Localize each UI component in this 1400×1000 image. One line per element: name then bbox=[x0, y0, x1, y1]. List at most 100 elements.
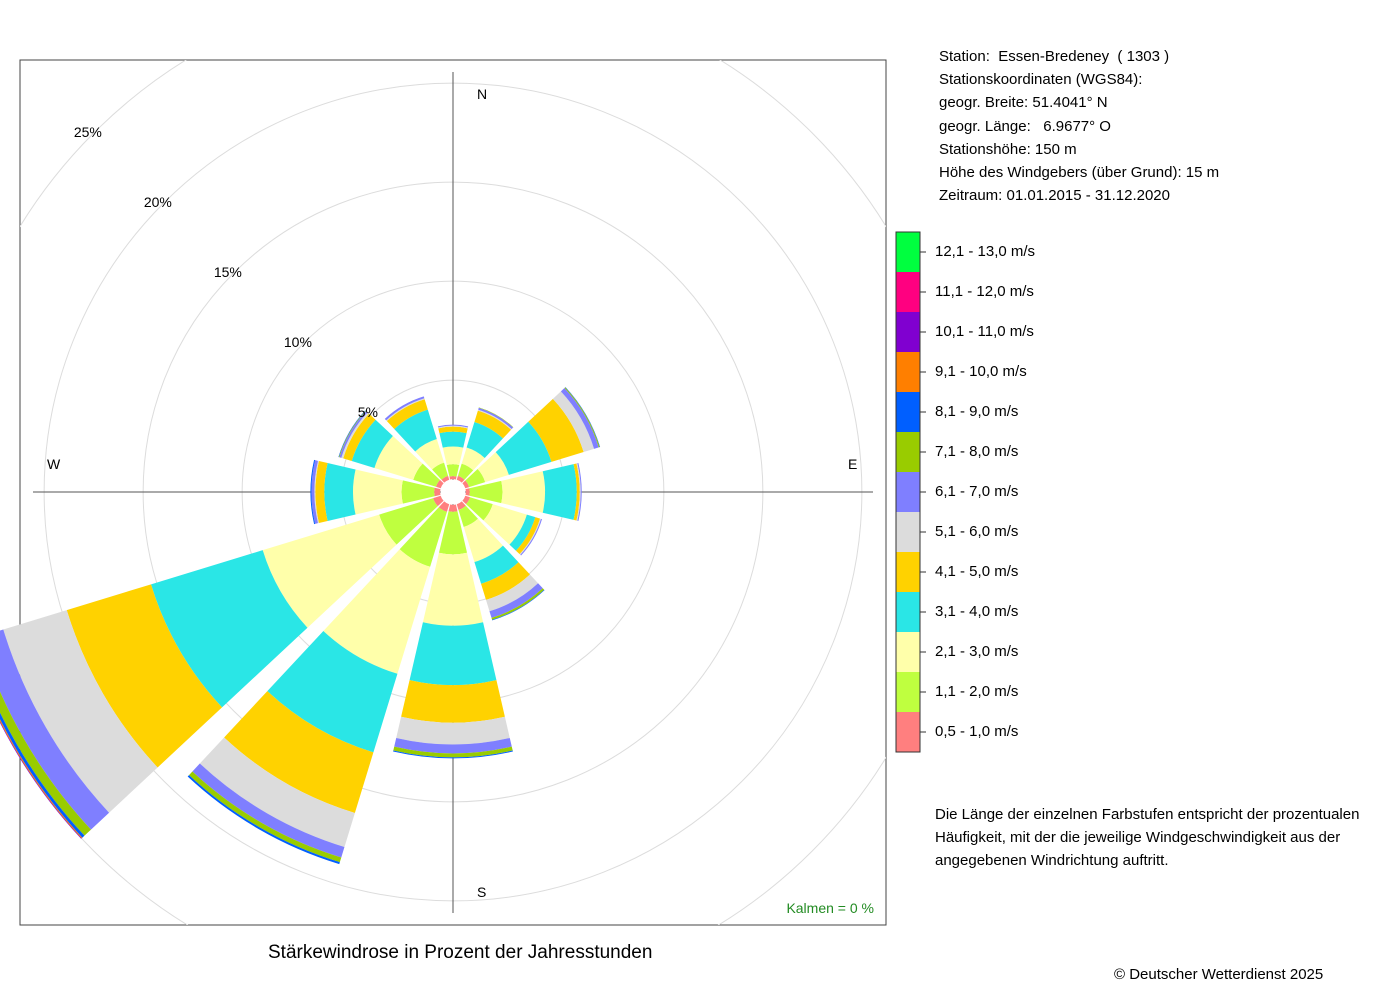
rose-segment-30deg-bin5 bbox=[474, 410, 512, 439]
legend-border bbox=[895, 231, 921, 753]
rose-segment-300deg-bin5 bbox=[343, 413, 376, 462]
rose-segment-180deg-bin8 bbox=[393, 746, 513, 758]
rose-segment-120deg-bin3 bbox=[483, 504, 527, 545]
rose-segment-180deg-bin5 bbox=[401, 680, 505, 723]
rose-segment-90deg-bin1 bbox=[465, 488, 470, 496]
rose-segment-300deg-bin2 bbox=[413, 463, 440, 487]
rose-segment-210deg-bin3 bbox=[323, 549, 431, 674]
ring-label: 5% bbox=[358, 404, 378, 420]
legend-label: 12,1 - 13,0 m/s bbox=[935, 243, 1036, 260]
calm-label: Kalmen = 0 % bbox=[786, 900, 874, 916]
ring-label: 10% bbox=[284, 334, 312, 350]
rose-segment-330deg-bin2 bbox=[432, 462, 449, 480]
station-info-line: geogr. Länge: 6.9677° O bbox=[939, 117, 1111, 135]
rose-segment-330deg-bin7 bbox=[384, 396, 425, 421]
legend-label: 7,1 - 8,0 m/s bbox=[935, 443, 1019, 460]
legend-label: 1,1 - 2,0 m/s bbox=[935, 683, 1019, 700]
legend-label: 10,1 - 11,0 m/s bbox=[935, 323, 1034, 340]
station-info-line: geogr. Breite: 51.4041° N bbox=[939, 94, 1108, 112]
legend-label: 11,1 - 12,0 m/s bbox=[935, 283, 1034, 300]
rose-segment-150deg-bin7 bbox=[489, 583, 543, 618]
rose-segment-0deg-bin1 bbox=[449, 476, 457, 480]
rose-segment-240deg-bin5 bbox=[66, 584, 223, 768]
rose-segment-180deg-bin1 bbox=[448, 504, 458, 512]
station-info-line: Höhe des Windgebers (über Grund): 15 m bbox=[939, 164, 1220, 182]
rose-segment-0deg-bin6 bbox=[438, 425, 468, 429]
rose-segment-60deg-bin3 bbox=[477, 452, 509, 483]
rose-segment-150deg-bin4 bbox=[474, 545, 519, 584]
rose-segment-210deg-bin4 bbox=[267, 631, 398, 753]
rose-segment-330deg-bin4 bbox=[394, 409, 437, 452]
rose-segment-150deg-bin5 bbox=[481, 562, 530, 600]
station-info-line: Station: Essen-Bredeney ( 1303 ) bbox=[939, 48, 1170, 65]
legend-swatch bbox=[896, 712, 920, 752]
legend-swatch bbox=[896, 272, 920, 312]
rose-segment-210deg-bin1 bbox=[438, 501, 450, 512]
chart-title: Stärkewindrose in Prozent der Jahresstun… bbox=[268, 942, 653, 963]
rose-segment-240deg-bin6 bbox=[3, 610, 158, 813]
station-info-line: Zeitraum: 01.01.2015 - 31.12.2020 bbox=[939, 187, 1170, 205]
rose-segment-150deg-bin1 bbox=[456, 501, 466, 510]
rose-segment-180deg-bin6 bbox=[396, 716, 510, 745]
compass-north-label: N bbox=[477, 86, 487, 102]
legend-swatch bbox=[896, 432, 920, 472]
rose-segment-330deg-bin5 bbox=[386, 399, 428, 430]
rose-segment-60deg-bin5 bbox=[528, 398, 584, 462]
ring-label: 15% bbox=[214, 264, 242, 280]
rose-segment-60deg-bin7 bbox=[560, 388, 599, 449]
rose-segment-60deg-bin2 bbox=[465, 469, 486, 488]
legend-swatch bbox=[896, 352, 920, 392]
legend-label: 8,1 - 9,0 m/s bbox=[935, 403, 1019, 420]
rose-segment-240deg-bin1 bbox=[433, 495, 444, 507]
rose-segment-60deg-bin6 bbox=[552, 391, 595, 453]
rose-segment-180deg-bin4 bbox=[409, 622, 497, 686]
rose-segment-240deg-bin7 bbox=[0, 629, 110, 830]
compass-south-label: S bbox=[477, 884, 486, 900]
rose-segment-270deg-bin6 bbox=[314, 460, 319, 524]
rose-segment-90deg-bin3 bbox=[501, 471, 546, 513]
rose-segment-0deg-bin5 bbox=[438, 426, 468, 434]
rose-segment-300deg-bin4 bbox=[351, 419, 393, 468]
station-info-line: Stationshöhe: 150 m bbox=[939, 140, 1077, 158]
legend-label: 5,1 - 6,0 m/s bbox=[935, 523, 1019, 540]
rose-segment-90deg-bin7 bbox=[577, 463, 582, 521]
station-info-line: Stationskoordinaten (WGS84): bbox=[939, 71, 1143, 89]
rose-segment-330deg-bin3 bbox=[415, 438, 445, 470]
rose-segment-90deg-bin5 bbox=[573, 463, 580, 521]
rose-segment-120deg-bin5 bbox=[515, 517, 541, 555]
rose-segment-30deg-bin3 bbox=[461, 447, 485, 471]
rose-segment-30deg-bin7 bbox=[478, 407, 514, 430]
legend-swatch bbox=[896, 472, 920, 512]
rose-segment-180deg-bin2 bbox=[438, 511, 468, 555]
rose-segment-150deg-bin2 bbox=[458, 505, 478, 528]
rose-segment-30deg-bin4 bbox=[466, 421, 503, 458]
rose-segment-90deg-bin4 bbox=[542, 464, 577, 520]
rose-segment-300deg-bin6 bbox=[341, 412, 370, 459]
rose-segment-90deg-bin6 bbox=[576, 463, 581, 521]
rose-segment-120deg-bin2 bbox=[466, 497, 493, 521]
rose-segment-60deg-bin4 bbox=[495, 421, 552, 475]
legend-swatch bbox=[896, 592, 920, 632]
legend-swatch bbox=[896, 232, 920, 272]
rose-segment-330deg-bin1 bbox=[441, 475, 450, 483]
rose-segment-210deg-bin7 bbox=[192, 763, 345, 858]
legend-label: 0,5 - 1,0 m/s bbox=[935, 723, 1019, 740]
rose-segment-210deg-bin8 bbox=[189, 771, 342, 863]
rose-segment-270deg-bin2 bbox=[401, 480, 435, 504]
rose-segment-270deg-bin5 bbox=[315, 461, 328, 523]
rose-segment-180deg-bin9 bbox=[393, 750, 513, 759]
rose-segment-240deg-bin8 bbox=[0, 691, 91, 836]
rose-segment-120deg-bin1 bbox=[462, 495, 471, 505]
legend-swatch bbox=[896, 632, 920, 672]
legend-swatch bbox=[896, 552, 920, 592]
rose-segment-0deg-bin7 bbox=[437, 424, 469, 428]
rose-segment-60deg-bin1 bbox=[462, 480, 470, 489]
rose-segment-210deg-bin5 bbox=[224, 691, 374, 813]
legend-swatch bbox=[896, 312, 920, 352]
rose-segment-270deg-bin1 bbox=[434, 487, 441, 497]
station-info: Station: Essen-Bredeney ( 1303 ) Stations… bbox=[939, 45, 1219, 207]
rose-segment-0deg-bin3 bbox=[442, 446, 464, 465]
rose-segment-210deg-bin2 bbox=[399, 507, 447, 567]
rose-segment-150deg-bin3 bbox=[463, 518, 503, 563]
